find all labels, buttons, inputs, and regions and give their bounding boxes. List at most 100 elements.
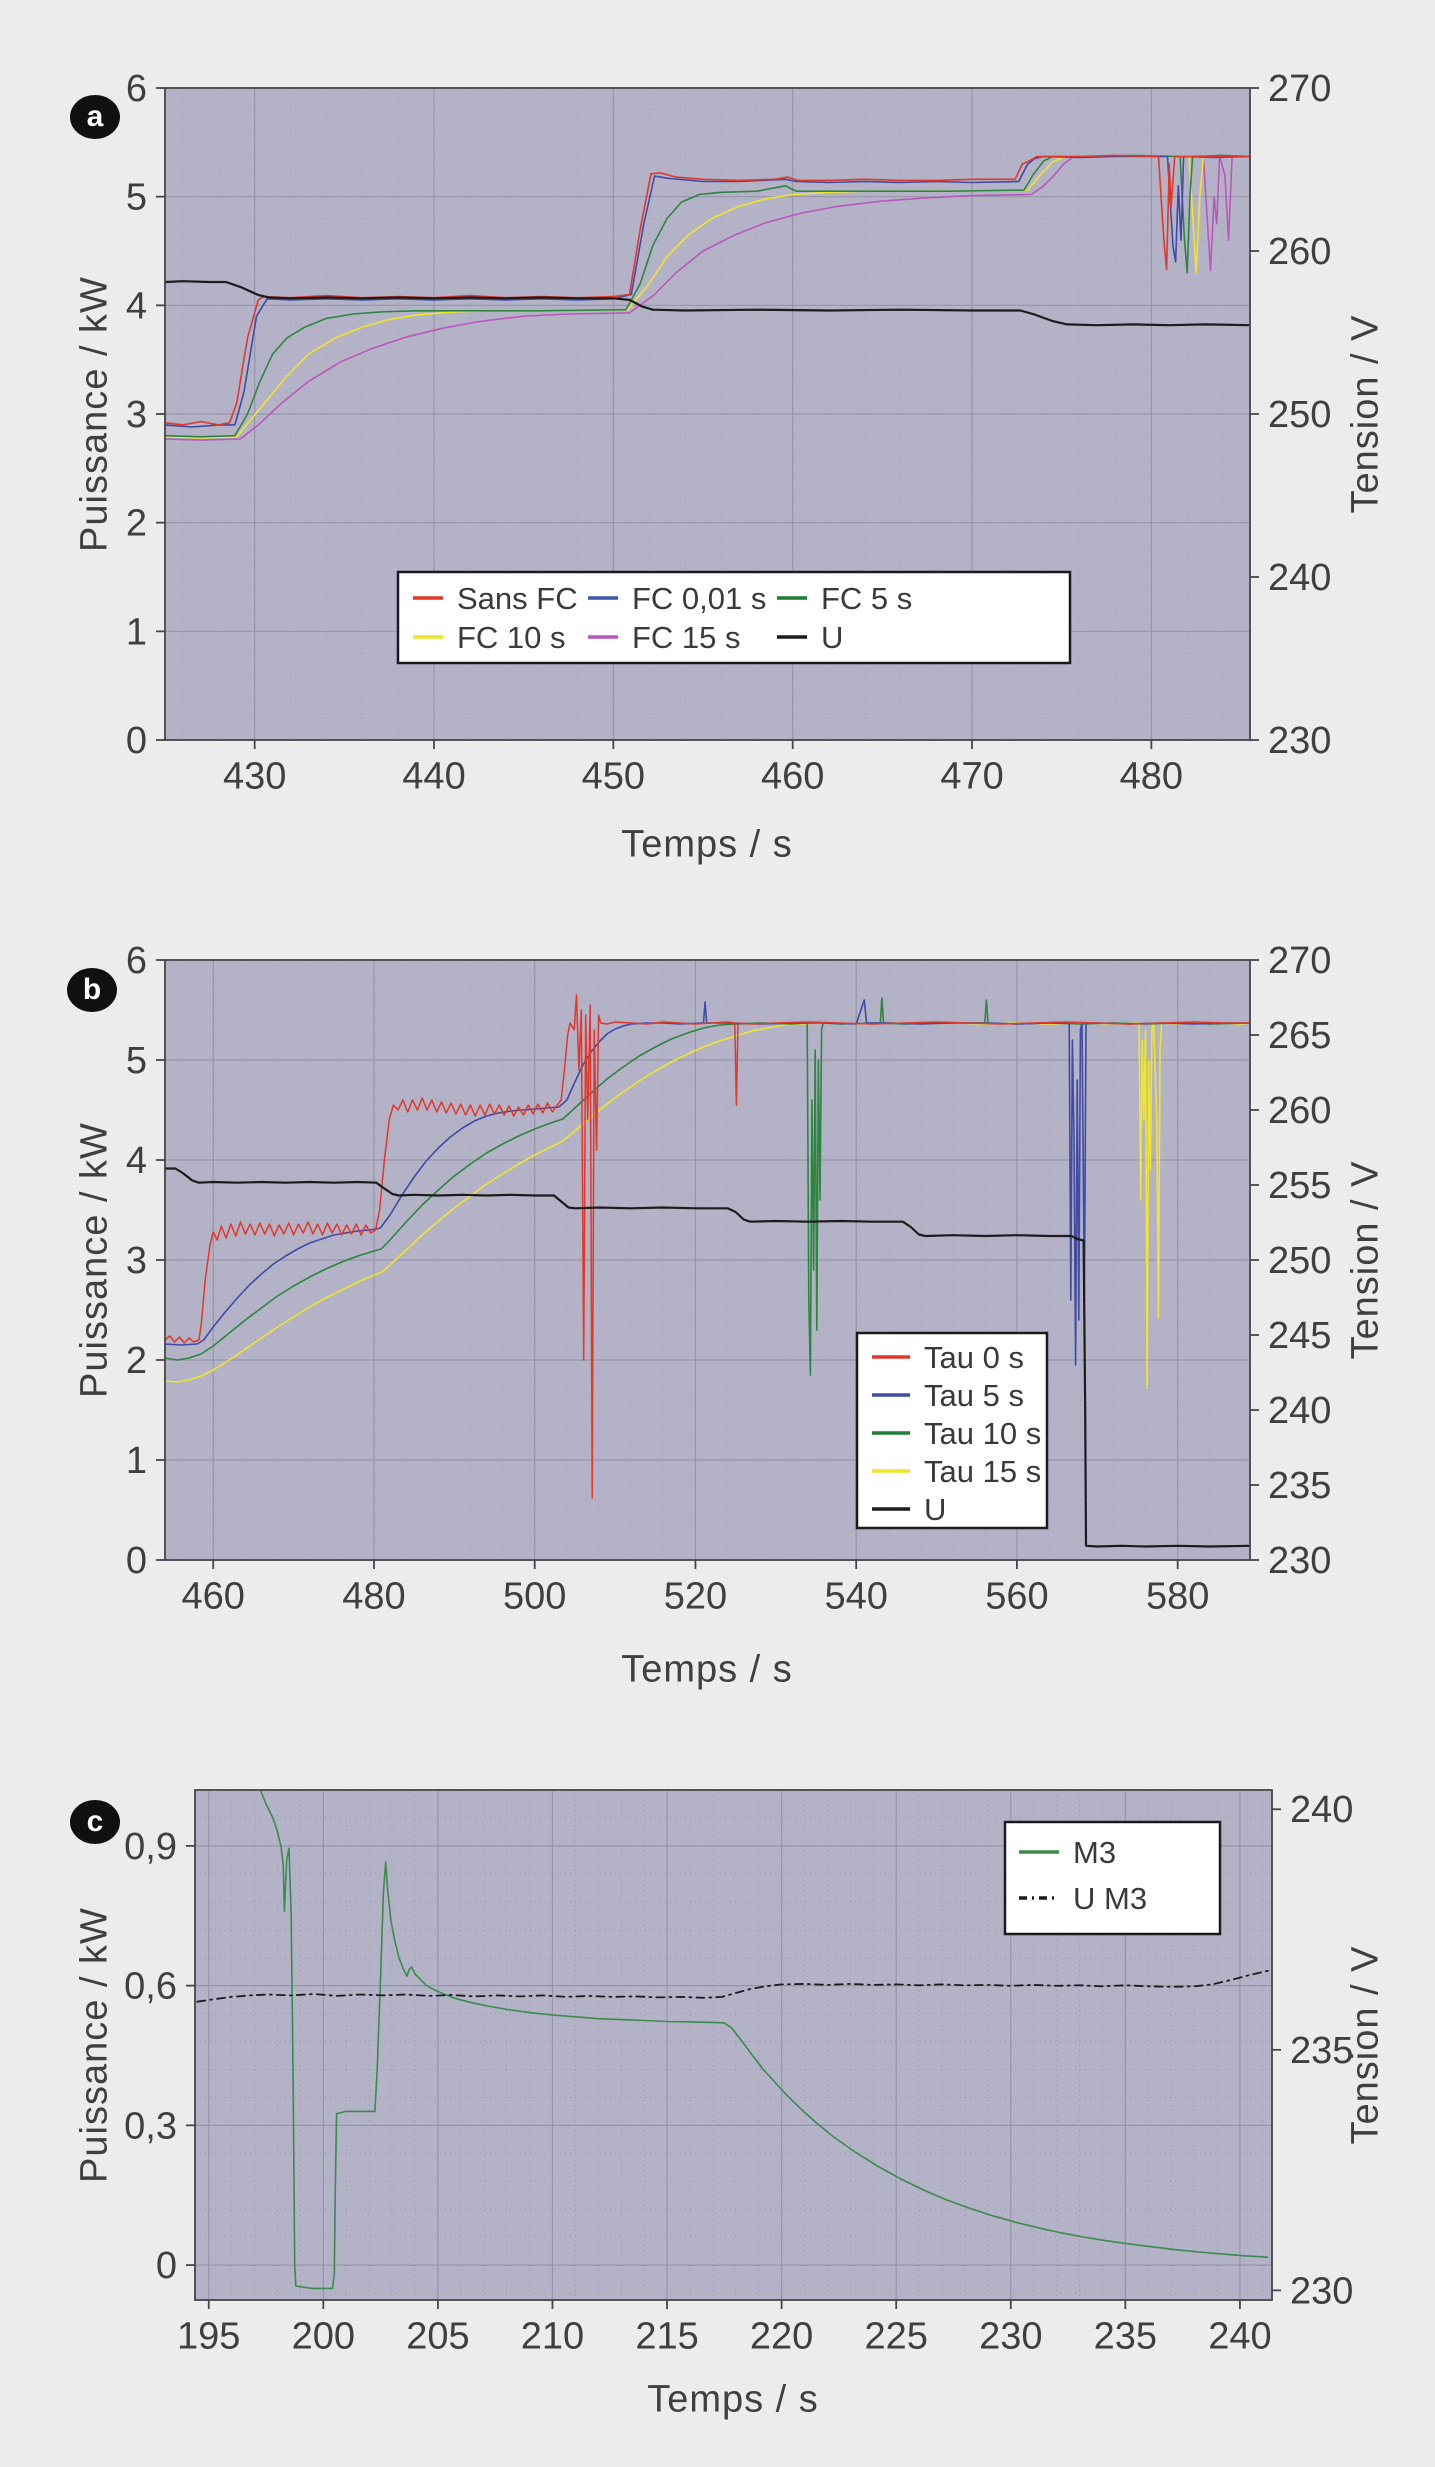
legend-label: FC 0,01 s (632, 581, 766, 616)
series-tau-0-s (165, 994, 1250, 1499)
legend-label: M3 (1073, 1835, 1116, 1870)
x-tick-label: 480 (1120, 755, 1183, 797)
y-tick-label-right: 240 (1268, 1390, 1331, 1432)
tick-labels: 195 200 205 210 215 220 225 230 235 240 0 0,3 0,6 0,9… (124, 1789, 1353, 2357)
x-tick-label: 440 (402, 755, 465, 797)
x-tick-label: 235 (1094, 2315, 1157, 2357)
x-tick-label: 205 (406, 2315, 469, 2357)
y-tick-label-right: 250 (1268, 394, 1331, 436)
x-tick-label: 500 (503, 1575, 566, 1617)
legend-label: U M3 (1073, 1881, 1147, 1916)
x-tick-label: 200 (292, 2315, 355, 2357)
legend-label: FC 5 s (821, 581, 912, 616)
series-m3 (259, 1790, 1269, 2290)
major-grid (195, 1790, 1272, 2300)
badge-a: a (70, 95, 120, 139)
y-tick-label-left: 0 (156, 2245, 177, 2287)
x-axis-label-b: Temps / s (621, 1648, 793, 1691)
y-tick-label-left: 6 (126, 68, 147, 110)
badge-a-label: a (86, 100, 104, 133)
y-tick-label-right: 260 (1268, 231, 1331, 273)
y-tick-label-left: 0,3 (124, 2105, 177, 2147)
y-tick-label-right: 235 (1268, 1465, 1331, 1507)
y-tick-label-left: 5 (126, 1040, 147, 1082)
tick-labels: 430 440 450 460 470 480 0 1 2 3 4 5 6 230 240 250 260 270 (126, 68, 1332, 797)
y-tick-label-left: 6 (126, 940, 147, 982)
legend-label: FC 10 s (457, 620, 566, 655)
x-tick-label: 230 (979, 2315, 1042, 2357)
y-axis-label-right-a: Tension / V (1344, 314, 1387, 514)
legend-box (1003, 1820, 1222, 1936)
y-tick-label-left: 1 (126, 611, 147, 653)
legend-label: Tau 10 s (924, 1416, 1041, 1451)
x-tick-label: 460 (182, 1575, 245, 1617)
y-tick-label-right: 270 (1268, 940, 1331, 982)
x-tick-label: 450 (582, 755, 645, 797)
badge-b: b (67, 968, 117, 1012)
y-tick-label-left: 0,9 (124, 1826, 177, 1868)
x-tick-label: 210 (521, 2315, 584, 2357)
y-tick-label-left: 0 (126, 720, 147, 762)
y-tick-label-right: 255 (1268, 1165, 1331, 1207)
legend: Sans FC FC 0,01 s FC 5 s FC 10 s FC 15 s U (396, 570, 1072, 665)
y-tick-label-left: 3 (126, 1240, 147, 1282)
y-tick-label-right: 260 (1268, 1090, 1331, 1132)
y-axis-label-left-a: Puissance / kW (73, 276, 116, 552)
y-tick-label-left: 1 (126, 1440, 147, 1482)
legend-box (396, 570, 1072, 665)
y-tick-label-left: 5 (126, 177, 147, 219)
x-tick-label: 580 (1146, 1575, 1209, 1617)
x-tick-label: 480 (342, 1575, 405, 1617)
legend-label: U (924, 1492, 946, 1527)
series-group (165, 154, 1250, 441)
series-group (196, 1790, 1271, 2290)
y-tick-label-right: 265 (1268, 1015, 1331, 1057)
y-tick-label-right: 240 (1268, 557, 1331, 599)
y-tick-label-right: 250 (1268, 1240, 1331, 1282)
y-tick-label-right: 230 (1290, 2270, 1353, 2312)
chart-a: 430 440 450 460 470 480 0 1 2 3 4 5 6 230 240 250 260 270… (0, 0, 1435, 870)
legend-label: Tau 0 s (924, 1340, 1024, 1375)
x-tick-label: 460 (761, 755, 824, 797)
x-tick-label: 215 (635, 2315, 698, 2357)
x-axis-label-c: Temps / s (647, 2378, 819, 2421)
x-tick-label: 430 (223, 755, 286, 797)
x-tick-label: 225 (864, 2315, 927, 2357)
series-u-m3 (196, 1969, 1271, 2003)
legend-box (855, 1331, 1049, 1530)
x-tick-label: 220 (750, 2315, 813, 2357)
y-tick-label-left: 0 (126, 1540, 147, 1582)
y-tick-label-right: 240 (1290, 1789, 1353, 1831)
plot-svg-a: 430 440 450 460 470 480 0 1 2 3 4 5 6 230 240 250 260 270… (126, 68, 1332, 797)
series-group (165, 994, 1250, 1548)
y-axis-label-right-b: Tension / V (1344, 1160, 1387, 1360)
y-tick-label-left: 2 (126, 503, 147, 545)
x-axis-label-a: Temps / s (621, 823, 793, 866)
x-tick-label: 240 (1208, 2315, 1271, 2357)
y-axis-label-left-b: Puissance / kW (73, 1122, 116, 1398)
plot-frame (194, 1789, 1273, 2301)
series-tau-5-s (165, 999, 1250, 1366)
plot-svg-c: 195 200 205 210 215 220 225 230 235 240 0 0,3 0,6 0,9… (124, 1789, 1353, 2357)
legend-label: Tau 15 s (924, 1454, 1041, 1489)
tick-labels: 460 480 500 520 540 560 580 0 1 2 3 4 5 6 230 235 240 245… (126, 940, 1332, 1617)
x-tick-label: 470 (940, 755, 1003, 797)
ticks (156, 87, 1259, 749)
legend-label: Sans FC (457, 581, 578, 616)
ticks (156, 959, 1259, 1569)
badge-c-label: c (86, 1805, 104, 1838)
y-tick-label-left: 0,6 (124, 1966, 177, 2008)
legend: M3 U M3 (1003, 1820, 1222, 1936)
chart-b: 460 480 500 520 540 560 580 0 1 2 3 4 5 6 230 235 240 245… (0, 870, 1435, 1760)
ticks (186, 1808, 1281, 2309)
badge-b-label: b (82, 973, 102, 1006)
x-tick-label: 560 (985, 1575, 1048, 1617)
legend-label: Tau 5 s (924, 1378, 1024, 1413)
y-tick-label-right: 235 (1290, 2030, 1353, 2072)
x-tick-label: 520 (664, 1575, 727, 1617)
y-tick-label-left: 3 (126, 394, 147, 436)
y-tick-label-left: 4 (126, 285, 147, 327)
series-fc-15-s (165, 155, 1250, 441)
